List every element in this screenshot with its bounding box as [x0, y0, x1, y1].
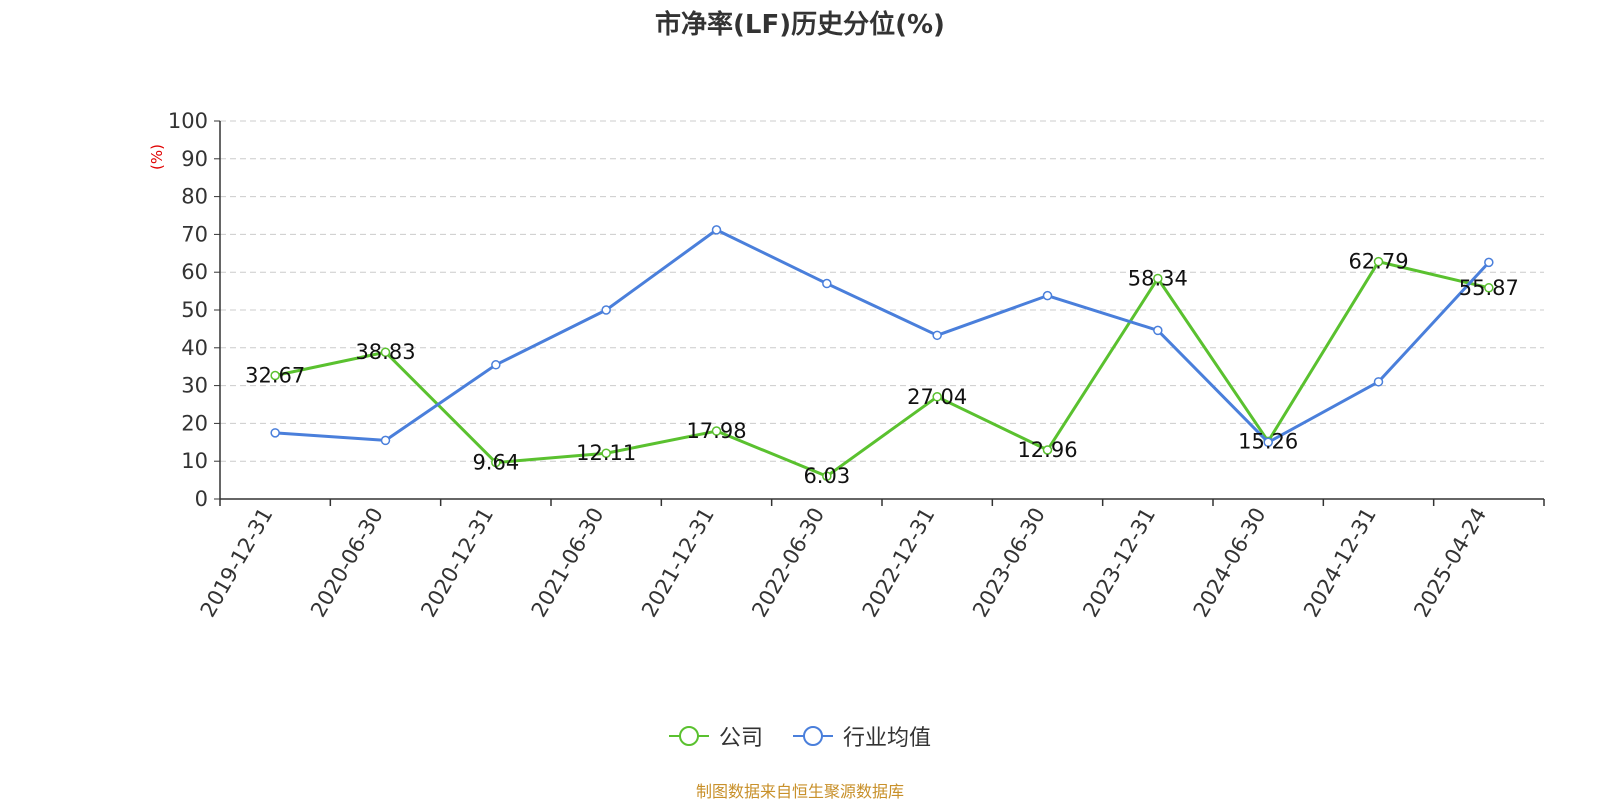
data-label-0-2: 9.64: [472, 451, 519, 475]
series-0-point-0: [270, 370, 280, 381]
y-tick-label-0: 0: [195, 487, 208, 511]
y-tick-label-30: 30: [181, 374, 208, 398]
series-line-0: [274, 260, 1490, 478]
x-tick-label-7: 2023-06-30: [968, 504, 1050, 622]
legend-label-company: 公司: [718, 726, 763, 751]
legend-item-industry[interactable]: 行业均值: [793, 720, 931, 752]
series-1-point-8: [1153, 325, 1163, 336]
legend-label-industry: 行业均值: [843, 726, 932, 751]
data-label-0-10: 62.79: [1348, 250, 1408, 274]
data-label-0-8: 58.34: [1128, 266, 1188, 290]
data-label-0-11: 55.87: [1459, 276, 1519, 300]
series-1-point-7: [1042, 290, 1053, 301]
series-0-point-5: [822, 471, 832, 481]
chart-title: 市净率(LF)历史分位(%): [655, 10, 945, 40]
series-0-point-3: [601, 448, 611, 458]
data-label-0-3: 12.11: [576, 441, 636, 465]
y-tick-label-20: 20: [181, 411, 208, 435]
y-tick-label-40: 40: [181, 336, 208, 360]
y-tick-label-50: 50: [181, 298, 208, 322]
series-1-point-10: [1373, 377, 1384, 387]
y-tick-label-90: 90: [181, 147, 208, 171]
x-tick-label-5: 2022-06-30: [747, 504, 829, 622]
x-tick-label-1: 2020-06-30: [306, 504, 388, 622]
y-tick-label-100: 100: [168, 109, 208, 133]
data-label-0-4: 17.98: [686, 419, 746, 443]
legend: 公司 行业均值: [0, 720, 1600, 752]
x-tick-label-11: 2025-04-24: [1409, 504, 1491, 622]
x-tick-label-8: 2023-12-31: [1078, 504, 1160, 622]
series-line-1: [275, 228, 1490, 444]
x-tick-label-0: 2019-12-31: [196, 504, 278, 622]
series-0-point-10: [1373, 256, 1384, 267]
series-1-point-4: [711, 225, 722, 235]
x-tick-label-4: 2021-12-31: [637, 504, 719, 622]
series-0-point-4: [711, 426, 722, 436]
data-label-0-5: 6.03: [803, 464, 850, 488]
series-1-point-0: [270, 428, 280, 438]
series-1-point-11: [1484, 257, 1494, 268]
x-tick-label-10: 2024-12-31: [1299, 504, 1381, 622]
data-label-0-9: 15.26: [1238, 429, 1298, 453]
y-tick-label-80: 80: [181, 185, 208, 209]
series-1-point-3: [601, 305, 611, 315]
data-label-0-0: 32.67: [245, 364, 305, 388]
legend-swatch-company: [668, 724, 709, 748]
legend-item-company[interactable]: 公司: [668, 720, 763, 752]
series-1-point-5: [822, 278, 832, 289]
y-tick-label-70: 70: [181, 222, 208, 246]
series-1-point-9: [1263, 437, 1273, 448]
series-1-point-1: [380, 435, 391, 446]
source-note: 制图数据来自恒生聚源数据库: [695, 782, 904, 801]
series-0-point-1: [380, 347, 391, 357]
x-tick-label-9: 2024-06-30: [1189, 504, 1271, 622]
series-0-point-7: [1042, 445, 1053, 455]
x-tick-label-2: 2020-12-31: [416, 504, 498, 622]
series-0-point-6: [932, 392, 942, 402]
legend-swatch-industry: [793, 724, 833, 748]
series-0-point-8: [1153, 273, 1163, 284]
y-tick-label-10: 10: [181, 449, 208, 473]
series-1-point-2: [491, 360, 501, 370]
x-tick-label-3: 2021-06-30: [527, 504, 609, 622]
data-label-0-1: 38.83: [355, 340, 415, 364]
series-0-point-2: [491, 457, 501, 468]
series-0-point-11: [1484, 283, 1494, 293]
y-tick-label-60: 60: [181, 260, 208, 284]
y-axis-unit-label: (%): [148, 144, 166, 170]
data-label-0-7: 12.96: [1017, 438, 1077, 462]
series-1-point-6: [932, 330, 942, 341]
x-tick-label-6: 2022-12-31: [858, 504, 940, 622]
data-label-0-6: 27.04: [907, 385, 967, 409]
